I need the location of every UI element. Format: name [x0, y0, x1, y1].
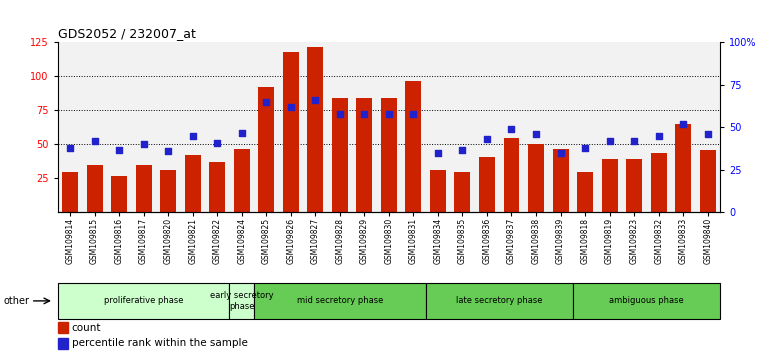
- Bar: [283, 52, 299, 212]
- Point: [604, 138, 616, 144]
- Point: [309, 97, 321, 103]
- Bar: [258, 87, 274, 212]
- Bar: [528, 144, 544, 212]
- Bar: [381, 98, 397, 212]
- Text: early secretory
phase: early secretory phase: [210, 291, 273, 310]
- Bar: [651, 153, 667, 212]
- Bar: [185, 155, 201, 212]
- Bar: [58, 338, 68, 349]
- Bar: [426, 283, 573, 319]
- Text: proliferative phase: proliferative phase: [104, 296, 183, 306]
- Point: [579, 145, 591, 151]
- Bar: [58, 322, 68, 333]
- Point: [333, 111, 346, 117]
- Bar: [254, 283, 426, 319]
- Point: [480, 137, 493, 142]
- Bar: [111, 176, 127, 212]
- Point: [407, 111, 420, 117]
- Point: [432, 150, 444, 156]
- Bar: [577, 172, 593, 212]
- Point: [505, 126, 517, 132]
- Point: [89, 138, 101, 144]
- Bar: [209, 162, 225, 212]
- Text: ambiguous phase: ambiguous phase: [609, 296, 684, 306]
- Bar: [504, 138, 520, 212]
- Point: [137, 142, 149, 147]
- Point: [64, 145, 76, 151]
- Text: percentile rank within the sample: percentile rank within the sample: [72, 338, 247, 348]
- Bar: [136, 165, 152, 212]
- Bar: [626, 159, 642, 212]
- Bar: [405, 81, 421, 212]
- Text: mid secretory phase: mid secretory phase: [296, 296, 383, 306]
- Bar: [675, 124, 691, 212]
- Bar: [601, 159, 618, 212]
- Bar: [700, 150, 715, 212]
- Bar: [58, 283, 229, 319]
- Text: other: other: [4, 296, 30, 306]
- Point: [358, 111, 370, 117]
- Point: [260, 99, 273, 105]
- Point: [383, 111, 395, 117]
- Bar: [430, 170, 446, 212]
- Point: [285, 104, 297, 110]
- Bar: [573, 283, 720, 319]
- Bar: [479, 157, 495, 212]
- Point: [162, 148, 174, 154]
- Text: count: count: [72, 322, 101, 332]
- Bar: [553, 149, 568, 212]
- Point: [554, 150, 567, 156]
- Bar: [454, 172, 470, 212]
- Point: [457, 147, 469, 152]
- Bar: [160, 170, 176, 212]
- Point: [186, 133, 199, 139]
- Text: GDS2052 / 232007_at: GDS2052 / 232007_at: [58, 27, 196, 40]
- Bar: [234, 149, 249, 212]
- Bar: [229, 283, 254, 319]
- Bar: [86, 165, 102, 212]
- Bar: [62, 172, 78, 212]
- Bar: [307, 47, 323, 212]
- Text: late secretory phase: late secretory phase: [456, 296, 543, 306]
- Point: [236, 130, 248, 135]
- Point: [628, 138, 641, 144]
- Point: [701, 131, 714, 137]
- Bar: [357, 98, 373, 212]
- Bar: [332, 98, 348, 212]
- Point: [652, 133, 665, 139]
- Point: [677, 121, 689, 127]
- Point: [113, 147, 126, 152]
- Point: [530, 131, 542, 137]
- Point: [211, 140, 223, 145]
